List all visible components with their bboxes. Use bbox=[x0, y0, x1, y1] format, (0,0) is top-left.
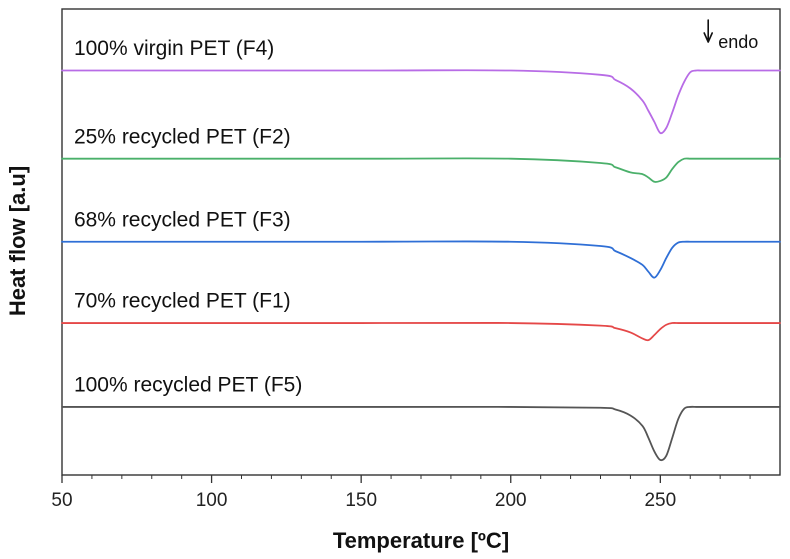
series-layer bbox=[61, 69, 781, 462]
series-label-4: 70% recycled PET (F1) bbox=[74, 290, 291, 313]
series-label-5: 100% recycled PET (F5) bbox=[74, 374, 302, 397]
x-tick-label-100: 100 bbox=[196, 490, 228, 511]
x-axis-label: Temperature [ºC] bbox=[333, 528, 509, 553]
x-tick-label-200: 200 bbox=[495, 490, 527, 511]
x-axis-layer: 50 100 150 200 250 bbox=[51, 475, 751, 511]
x-tick-label-150: 150 bbox=[345, 490, 377, 511]
series-line-2 bbox=[61, 157, 781, 183]
x-tick-label-50: 50 bbox=[51, 490, 72, 511]
y-axis-label: Heat flow [a.u] bbox=[5, 166, 30, 316]
series-line-3 bbox=[61, 240, 781, 279]
series-line-1 bbox=[61, 69, 781, 135]
series-label-2: 25% recycled PET (F2) bbox=[74, 125, 291, 148]
series-label-3: 68% recycled PET (F3) bbox=[74, 208, 291, 231]
series-label-layer: 100% virgin PET (F4) 25% recycled PET (F2… bbox=[74, 37, 302, 396]
series-label-1: 100% virgin PET (F4) bbox=[74, 37, 274, 60]
x-tick-label-250: 250 bbox=[644, 490, 676, 511]
annotation-layer: endo bbox=[703, 19, 758, 52]
series-line-5 bbox=[61, 405, 781, 462]
endo-label: endo bbox=[718, 32, 758, 52]
endo-arrow-icon bbox=[703, 19, 713, 43]
series-line-4 bbox=[61, 321, 781, 342]
